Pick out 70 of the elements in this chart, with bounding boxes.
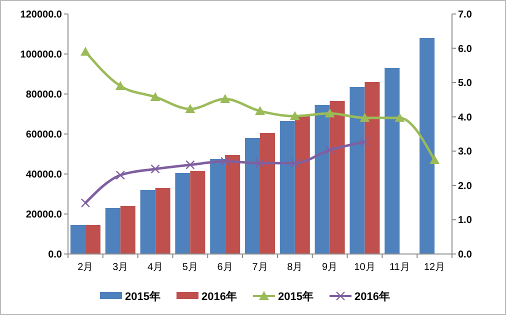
x-tick-label: 11月 bbox=[389, 262, 410, 273]
point bbox=[360, 112, 370, 122]
point bbox=[290, 111, 300, 120]
bar bbox=[85, 225, 100, 254]
y-tick-label: 20000.0 bbox=[26, 210, 62, 220]
point bbox=[220, 94, 230, 104]
point bbox=[255, 106, 265, 116]
x-tick-label: 6月 bbox=[217, 262, 233, 273]
point bbox=[185, 104, 196, 113]
y-tick-label: 80000.0 bbox=[26, 90, 62, 100]
point bbox=[360, 137, 370, 146]
bar bbox=[70, 225, 86, 254]
x-tick-label: 10月 bbox=[354, 262, 376, 273]
bar bbox=[294, 115, 310, 254]
x-tick-label: 4月 bbox=[147, 262, 164, 273]
bar bbox=[350, 87, 365, 254]
bar bbox=[105, 208, 120, 254]
bar bbox=[384, 68, 400, 254]
bar bbox=[364, 82, 380, 254]
y2-tick-label: 4.0 bbox=[458, 112, 472, 124]
y2-tick-label: 6.0 bbox=[458, 44, 472, 55]
point bbox=[186, 160, 195, 170]
y-tick-label: 100000.0 bbox=[20, 50, 62, 60]
point bbox=[255, 158, 265, 168]
x-tick-label: 7月 bbox=[252, 262, 268, 273]
point bbox=[430, 155, 440, 164]
point bbox=[290, 158, 300, 168]
y2-tick-label: 0.0 bbox=[458, 250, 472, 260]
bar bbox=[225, 155, 240, 254]
legend-label: 2016年 bbox=[354, 290, 390, 303]
point bbox=[220, 156, 230, 166]
bar bbox=[314, 105, 330, 254]
legend-label: 2016年 bbox=[202, 290, 237, 303]
bar bbox=[120, 206, 136, 254]
bar bbox=[260, 133, 275, 254]
x-tick-label: 8月 bbox=[287, 262, 303, 273]
y2-tick-label: 1.0 bbox=[458, 215, 472, 226]
point bbox=[80, 198, 90, 208]
x-tick-label: 12月 bbox=[424, 262, 446, 273]
y-tick-label: 60000.0 bbox=[26, 130, 62, 140]
y-tick-label: 0.0 bbox=[48, 250, 62, 260]
legend-label: 2015年 bbox=[278, 290, 314, 303]
bar bbox=[280, 121, 295, 254]
bar bbox=[155, 188, 170, 254]
bar bbox=[245, 138, 260, 254]
bar bbox=[210, 159, 226, 254]
point bbox=[80, 46, 90, 56]
x-tick-label: 5月 bbox=[182, 262, 198, 273]
y-tick-label: 120000.0 bbox=[20, 10, 62, 20]
legend-label: 2015年 bbox=[125, 290, 160, 303]
x-tick-label: 3月 bbox=[112, 262, 128, 273]
point bbox=[325, 146, 334, 155]
bar bbox=[420, 38, 435, 254]
y2-tick-label: 2.0 bbox=[458, 180, 472, 192]
bar bbox=[175, 173, 190, 254]
x-tick-label: 2月 bbox=[78, 262, 94, 273]
point bbox=[116, 170, 125, 180]
point bbox=[324, 108, 335, 118]
y2-tick-label: 7.0 bbox=[458, 10, 472, 20]
point bbox=[115, 81, 126, 90]
y-tick-label: 40000.0 bbox=[26, 170, 62, 180]
point bbox=[394, 112, 405, 122]
y2-tick-label: 5.0 bbox=[458, 78, 472, 90]
y2-tick-label: 3.0 bbox=[458, 146, 472, 158]
bar bbox=[190, 171, 206, 254]
bar bbox=[140, 190, 156, 254]
x-tick-label: 9月 bbox=[322, 262, 338, 273]
point bbox=[150, 164, 160, 174]
bar bbox=[330, 101, 345, 254]
point bbox=[150, 92, 160, 101]
